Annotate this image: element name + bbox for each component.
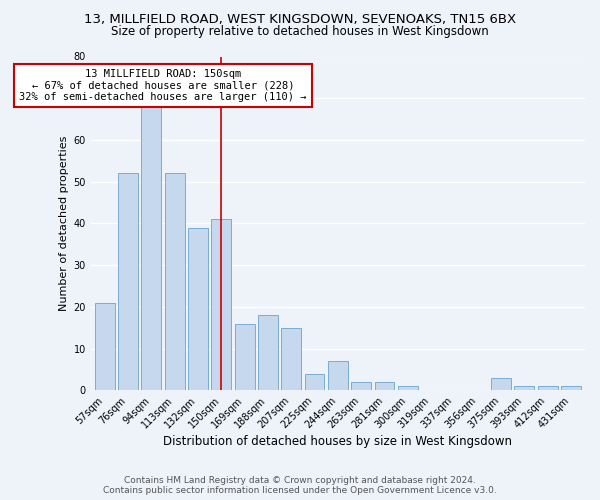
- Bar: [95, 303, 115, 390]
- Bar: [188, 228, 208, 390]
- Bar: [398, 386, 418, 390]
- Text: 13 MILLFIELD ROAD: 150sqm
← 67% of detached houses are smaller (228)
32% of semi: 13 MILLFIELD ROAD: 150sqm ← 67% of detac…: [19, 69, 307, 102]
- Bar: [374, 382, 394, 390]
- Bar: [561, 386, 581, 390]
- Text: 13, MILLFIELD ROAD, WEST KINGSDOWN, SEVENOAKS, TN15 6BX: 13, MILLFIELD ROAD, WEST KINGSDOWN, SEVE…: [84, 12, 516, 26]
- Y-axis label: Number of detached properties: Number of detached properties: [59, 136, 70, 311]
- Bar: [514, 386, 534, 390]
- Text: Size of property relative to detached houses in West Kingsdown: Size of property relative to detached ho…: [111, 25, 489, 38]
- Bar: [281, 328, 301, 390]
- Bar: [165, 174, 185, 390]
- Bar: [258, 316, 278, 390]
- Bar: [351, 382, 371, 390]
- X-axis label: Distribution of detached houses by size in West Kingsdown: Distribution of detached houses by size …: [163, 434, 512, 448]
- Bar: [328, 361, 348, 390]
- Bar: [235, 324, 254, 390]
- Bar: [305, 374, 325, 390]
- Bar: [142, 106, 161, 391]
- Text: Contains HM Land Registry data © Crown copyright and database right 2024.
Contai: Contains HM Land Registry data © Crown c…: [103, 476, 497, 495]
- Bar: [491, 378, 511, 390]
- Bar: [211, 220, 231, 390]
- Bar: [118, 174, 138, 390]
- Bar: [538, 386, 557, 390]
